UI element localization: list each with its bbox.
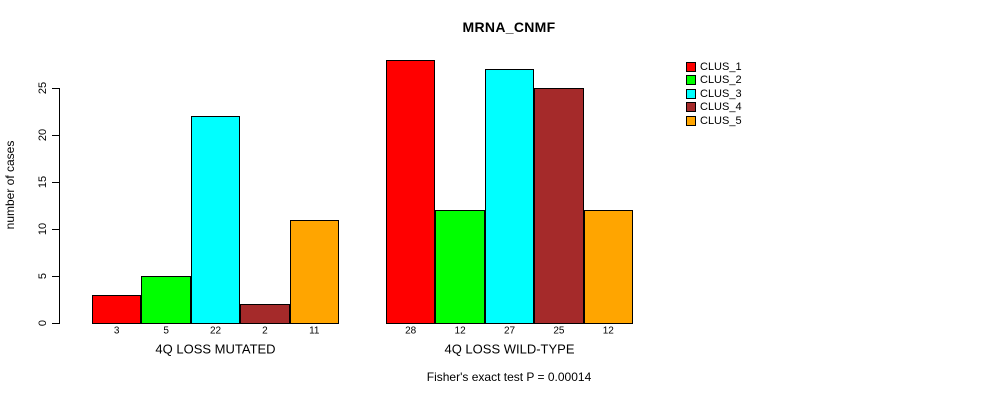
bar-value-label: 2 [262, 325, 268, 336]
legend-swatch-clus_3 [686, 88, 696, 99]
annotation-fisher-test: Fisher's exact test P = 0.00014 [426, 370, 592, 384]
bar-value-label: 3 [113, 325, 120, 336]
bar-clus_4-group1 [240, 304, 290, 324]
bar-value-label: 11 [309, 325, 320, 336]
legend-label-clus_4: CLUS_4 [700, 101, 742, 114]
bar-clus_1-group1 [92, 294, 142, 324]
bar-clus_3-group2 [484, 69, 535, 324]
group-label: 4Q LOSS MUTATED [155, 341, 276, 357]
bar-value-label: 27 [503, 325, 516, 336]
bar-value-label: 5 [163, 325, 169, 336]
bar-clus_2-group2 [435, 210, 485, 324]
bar-clus_4-group2 [534, 88, 584, 324]
bar-clus_2-group1 [141, 276, 191, 324]
y-axis-tick [52, 135, 59, 136]
y-axis-line [59, 88, 60, 324]
legend-label-clus_2: CLUS_2 [700, 74, 742, 87]
bar-value-label: 22 [209, 325, 222, 336]
bar-clus_5-group2 [583, 210, 633, 324]
y-axis-tick [52, 182, 59, 183]
legend-swatch-clus_5 [686, 115, 696, 126]
legend-label-clus_3: CLUS_3 [700, 87, 742, 100]
bar-clus_1-group2 [386, 59, 436, 324]
bar-value-label: 12 [602, 325, 614, 336]
bar-clus_3-group1 [190, 116, 241, 324]
legend-label-clus_1: CLUS_1 [700, 61, 742, 73]
bar-value-label: 28 [405, 325, 417, 336]
chart-title: MRNA_CNMF [462, 19, 556, 35]
y-axis-tick [52, 276, 59, 277]
y-axis-tick [52, 229, 59, 230]
legend-swatch-clus_2 [686, 75, 696, 86]
legend-swatch-clus_4 [686, 102, 696, 113]
bar-value-label: 25 [553, 325, 565, 336]
group-label: 4Q LOSS WILD-TYPE [444, 341, 575, 357]
y-axis-tick [52, 323, 59, 324]
bar-clus_5-group1 [289, 219, 339, 324]
legend-swatch-clus_1 [686, 62, 696, 72]
legend-label-clus_5: CLUS_5 [700, 114, 742, 127]
y-axis-tick [52, 88, 59, 89]
bar-value-label: 12 [454, 325, 466, 336]
